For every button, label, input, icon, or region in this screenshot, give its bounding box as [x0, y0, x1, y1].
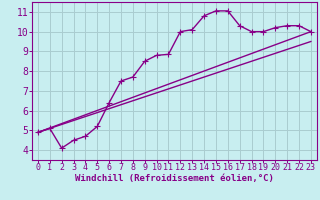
X-axis label: Windchill (Refroidissement éolien,°C): Windchill (Refroidissement éolien,°C) [75, 174, 274, 183]
